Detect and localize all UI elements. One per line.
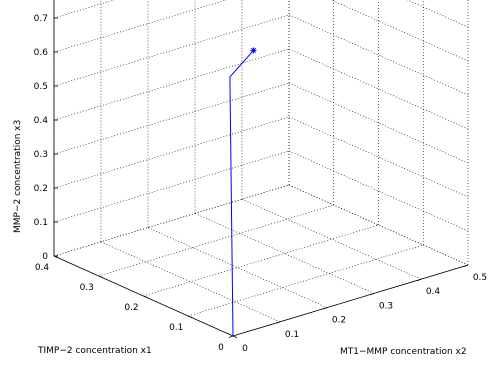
grid-line — [53, 0, 115, 19]
y-tick-mark — [416, 278, 422, 282]
x-tick-mark — [143, 295, 148, 298]
grid-line — [53, 82, 290, 155]
grid-line — [53, 150, 290, 223]
axes — [53, 0, 469, 338]
grid-line — [53, 48, 290, 121]
series-line — [229, 50, 254, 337]
y-axis-line — [232, 264, 469, 337]
grid-line — [53, 0, 228, 53]
grid-line — [143, 224, 379, 297]
y-tick-mark — [228, 335, 234, 338]
grid-lines — [53, 0, 469, 337]
x-tick-label: 0.1 — [169, 323, 183, 333]
y-tick-mark — [275, 321, 281, 324]
y-tick-label: 0.5 — [473, 273, 487, 283]
grid-line — [53, 14, 290, 87]
z-tick-label: 0 — [42, 252, 48, 262]
x-tick-label: 0.3 — [80, 283, 94, 293]
grid-line — [406, 0, 469, 28]
x-tick-label: 0.2 — [124, 303, 138, 313]
data-series — [229, 47, 257, 337]
x-axis-label: TIMP−2 concentration x1 — [37, 346, 152, 356]
z-tick-label: 0.1 — [34, 218, 48, 228]
y-tick-label: 0.4 — [426, 287, 441, 297]
z-tick-label: 0.4 — [34, 116, 49, 126]
y-tick-mark — [463, 264, 469, 267]
grid-line — [147, 227, 328, 308]
z-tick-label: 0.3 — [34, 150, 48, 160]
z-tick-label: 0.2 — [34, 184, 48, 194]
end-point-marker — [250, 47, 257, 54]
z-tick-label: 0.7 — [34, 14, 48, 24]
x-tick-mark — [232, 335, 238, 338]
z-tick-label: 0.5 — [34, 82, 48, 92]
y-axis-label: MT1−MMP concentration x2 — [340, 347, 467, 357]
y-tick-label: 0.3 — [379, 301, 393, 311]
y-tick-label: 0.2 — [332, 316, 346, 326]
grid-line — [53, 184, 290, 257]
grid-line — [98, 204, 334, 277]
grid-line — [330, 0, 469, 62]
y-tick-mark — [322, 307, 328, 310]
z-axis-label: MMP−2 concentration x3 — [13, 120, 23, 233]
y-tick-mark — [369, 293, 375, 296]
grid-line — [53, 116, 290, 189]
grid-line — [188, 244, 424, 317]
x-tick-label: 0 — [218, 343, 224, 353]
x-tick-mark — [98, 275, 103, 278]
z-tick-label: 0.6 — [34, 48, 49, 58]
grid-line — [241, 198, 422, 280]
y-tick-label: 0 — [242, 344, 248, 354]
tick-labels: 00.10.20.30.400.10.20.30.40.500.10.20.30… — [34, 14, 487, 354]
x-tick-mark — [188, 315, 193, 318]
x-tick-label: 0.4 — [35, 263, 50, 273]
y-tick-label: 0.1 — [285, 330, 299, 340]
